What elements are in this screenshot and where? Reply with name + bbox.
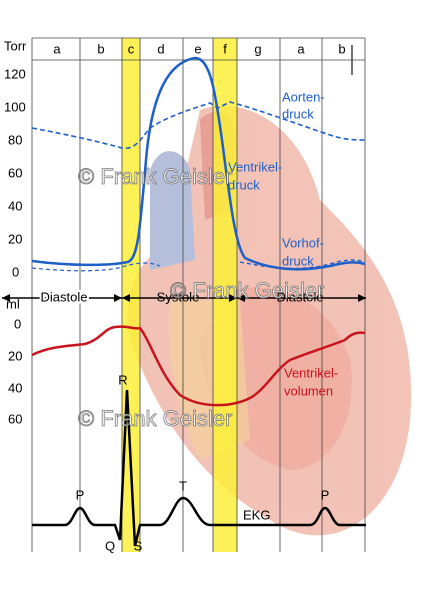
axis-unit: Torr [4, 38, 27, 53]
phase-lines [31, 37, 366, 552]
period-label: Systole [157, 289, 200, 304]
phase-label: b [97, 41, 104, 56]
phase-labels: a b c d e f g a b [53, 41, 345, 56]
curve-label: druck [282, 106, 314, 121]
curve-label: Ventrikel- [284, 365, 338, 380]
ecg-wave: T [179, 478, 187, 493]
atrium-pressure [239, 259, 366, 270]
tick-label: 0 [12, 264, 19, 279]
ecg-wave: P [321, 487, 330, 502]
ecg-wave: Q [105, 538, 115, 553]
tick-label: 40 [8, 380, 22, 395]
ecg-wave: R [118, 372, 127, 387]
ecg-wave: P [76, 487, 85, 502]
watermark: © Frank Geisler [78, 164, 232, 189]
phase-label: d [157, 41, 164, 56]
tick-label: 120 [4, 66, 26, 81]
phase-label: f [223, 41, 227, 56]
phase-label: e [194, 41, 201, 56]
phase-label: c [128, 41, 135, 56]
ecg-trace [32, 389, 366, 547]
aorta-pressure-2 [31, 262, 161, 272]
ventricle-volume [31, 325, 366, 407]
tick-label: 60 [8, 411, 22, 426]
tick-label: 20 [8, 348, 22, 363]
phase-label: g [254, 41, 261, 56]
watermark: © Frank Geisler [78, 406, 232, 431]
tick-label: 100 [4, 99, 26, 114]
phase-label: a [297, 41, 305, 56]
curve-label: Ventrikel- [228, 159, 282, 174]
phase-label: a [53, 41, 61, 56]
ventricle-pressure [31, 56, 366, 271]
tick-label: 60 [8, 165, 22, 180]
curve-label: Vorhof- [282, 235, 324, 250]
tick-label: 20 [8, 231, 22, 246]
ecg-wave: S [134, 538, 143, 553]
curve-label: EKG [243, 507, 270, 522]
tick-label: 40 [8, 198, 22, 213]
tick-label: 0 [14, 316, 21, 331]
period-label: Diastole [41, 289, 88, 304]
arrowheads [2, 294, 366, 302]
period-label: Diastole [277, 289, 324, 304]
curve-label: druck [282, 253, 314, 268]
curve-label: druck [228, 177, 260, 192]
curve-label: Aorten- [282, 89, 325, 104]
aorta-pressure [31, 101, 366, 150]
phase-highlight [213, 38, 237, 552]
watermark: © Frank Geisler [170, 278, 324, 303]
tick-label: 80 [8, 132, 22, 147]
phase-label: b [338, 41, 345, 56]
curve-label: volumen [284, 383, 333, 398]
curves [31, 56, 366, 547]
